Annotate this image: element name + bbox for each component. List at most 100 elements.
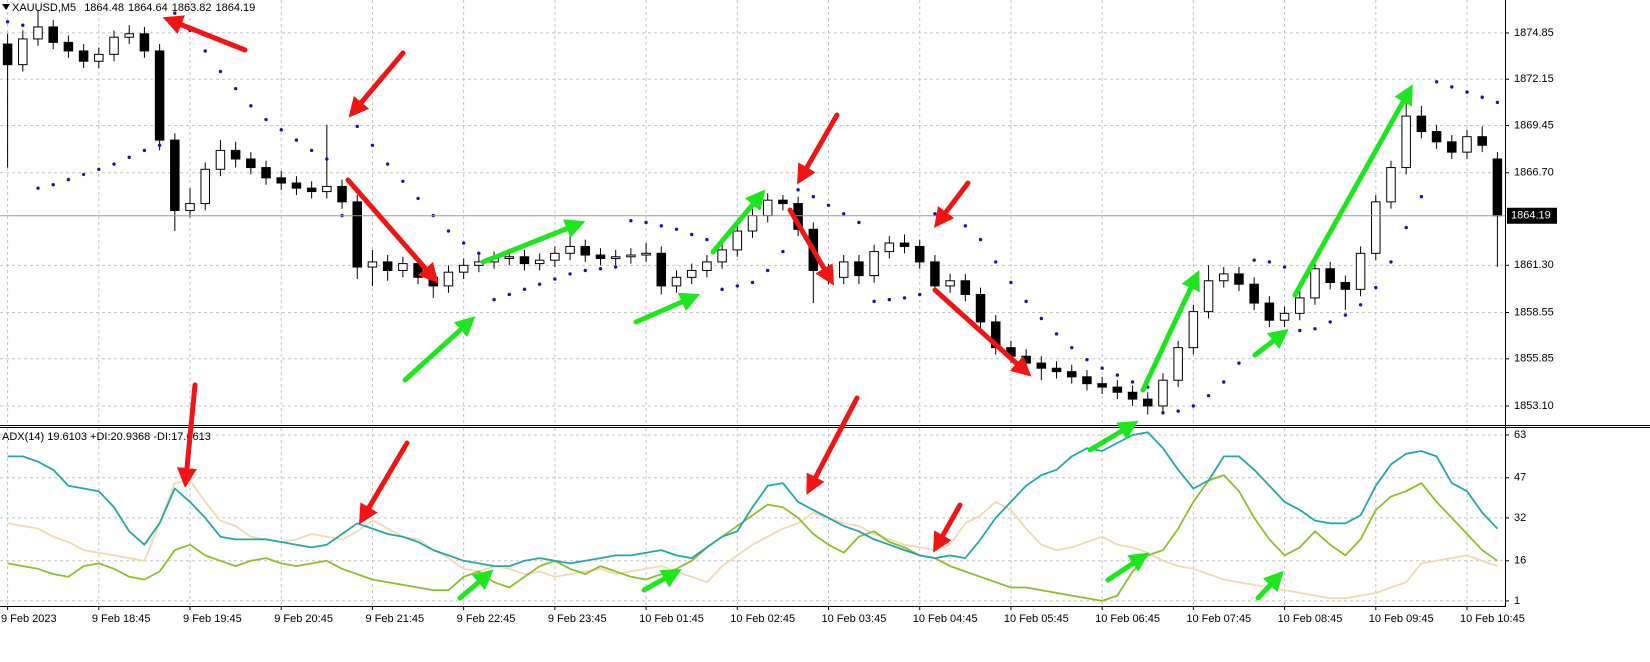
green-arrow xyxy=(1087,420,1139,453)
sar-dot xyxy=(826,203,831,207)
sar-dot xyxy=(1358,303,1363,307)
candle-body xyxy=(702,261,712,271)
sar-dot xyxy=(781,249,785,254)
chart-header: XAUUSD,M5 1864.48 1864.64 1863.82 1864.19 xyxy=(12,2,255,14)
candle-body xyxy=(398,263,408,271)
candle-body xyxy=(1021,355,1031,364)
candle-body xyxy=(246,158,256,169)
sar-dot xyxy=(1404,225,1408,230)
sar-dot xyxy=(1024,299,1028,304)
sar-dot xyxy=(446,229,451,233)
candle-body xyxy=(1051,367,1062,373)
candle-body xyxy=(1036,362,1047,369)
sar-dot xyxy=(629,219,633,223)
sar-dot xyxy=(887,297,892,302)
sar-dot xyxy=(735,284,739,288)
sar-dot xyxy=(674,227,679,232)
candle-body xyxy=(18,38,28,66)
sar-dot xyxy=(1115,373,1120,377)
sar-dot xyxy=(1298,328,1302,333)
indicator-line xyxy=(7,479,1498,600)
sar-dot xyxy=(796,188,800,192)
sar-dot xyxy=(1252,258,1256,262)
green-arrow xyxy=(457,569,494,601)
sar-dot xyxy=(1039,316,1044,321)
sar-dot xyxy=(857,220,861,225)
candle-body xyxy=(2,43,13,66)
sar-dot xyxy=(1465,90,1469,94)
sar-dot xyxy=(370,143,375,147)
sar-dot xyxy=(142,148,147,153)
x-tick-label: 10 Feb 06:45 xyxy=(1095,613,1160,625)
green-arrow xyxy=(1292,84,1413,298)
plot-area: 1874.85 1872.15 1869.45 1866.70 1861.30 1858.… xyxy=(0,0,1557,625)
high-value: 1864.64 xyxy=(128,2,168,14)
candle-body xyxy=(1310,268,1320,299)
candle-body xyxy=(854,261,864,277)
sar-dot xyxy=(416,196,420,201)
green-arrow xyxy=(633,292,701,325)
y-tick-label: 63 xyxy=(1514,429,1526,441)
sar-dot xyxy=(1328,320,1332,324)
sar-dot xyxy=(279,128,283,132)
x-tick-label: 9 Feb 22:45 xyxy=(457,613,516,625)
red-arrow xyxy=(358,440,410,525)
candle-body xyxy=(1097,383,1107,388)
y-tick-label: 1855.85 xyxy=(1514,353,1554,365)
candle-body xyxy=(686,269,697,278)
low-value: 1863.82 xyxy=(172,2,212,14)
candle-body xyxy=(1295,297,1305,314)
sar-dot xyxy=(553,277,557,281)
sar-dot xyxy=(963,224,968,228)
sar-dot xyxy=(1419,195,1424,199)
sar-dot xyxy=(461,241,466,245)
candle-body xyxy=(230,149,241,160)
y-tick-label: 1872.15 xyxy=(1514,73,1554,85)
x-tick-label: 9 Feb 2023 xyxy=(1,613,57,625)
candle-body xyxy=(1355,252,1366,290)
candle-body xyxy=(930,261,940,287)
sar-dot xyxy=(902,296,907,300)
candle-body xyxy=(1477,136,1487,146)
sar-dot xyxy=(522,287,527,292)
y-tick-label: 1 xyxy=(1514,595,1520,607)
candle-body xyxy=(641,252,651,256)
candle-body xyxy=(1386,167,1396,203)
y-tick-label: 32 xyxy=(1514,512,1526,524)
candle-body xyxy=(1112,386,1123,393)
sar-dot xyxy=(401,179,405,183)
sar-dot xyxy=(811,195,816,199)
sar-dot xyxy=(66,177,71,182)
candle-body xyxy=(914,245,925,263)
candle-body xyxy=(428,276,439,287)
candle-body xyxy=(1082,376,1092,385)
candle-body xyxy=(185,203,195,211)
sar-dot xyxy=(1313,327,1317,331)
sar-dot xyxy=(36,186,40,190)
sar-dot xyxy=(750,280,755,285)
sar-dot xyxy=(249,104,253,108)
red-arrow xyxy=(177,382,198,488)
x-tick-label: 10 Feb 01:45 xyxy=(639,613,704,625)
green-arrow xyxy=(710,189,766,255)
current-price-box xyxy=(1507,207,1557,224)
sar-dot xyxy=(978,237,983,242)
candle-body xyxy=(1188,311,1199,349)
y-tick-label: 47 xyxy=(1514,472,1526,484)
symbol-icon xyxy=(2,4,10,10)
candle-body xyxy=(1264,302,1275,321)
candle-body xyxy=(1401,115,1411,169)
sar-dot xyxy=(1085,357,1089,362)
candle-body xyxy=(1234,273,1244,285)
sar-dot xyxy=(842,212,846,216)
sar-dot xyxy=(568,272,572,276)
red-arrow xyxy=(932,287,1032,377)
sar-dot xyxy=(1282,265,1287,269)
red-arrow xyxy=(933,502,963,553)
sar-dot xyxy=(81,172,86,177)
sar-dot xyxy=(21,23,25,27)
sar-dot xyxy=(1161,411,1165,415)
x-tick-label: 10 Feb 10:45 xyxy=(1460,613,1525,625)
x-tick-label: 10 Feb 08:45 xyxy=(1278,613,1343,625)
candle-body xyxy=(1219,273,1229,282)
